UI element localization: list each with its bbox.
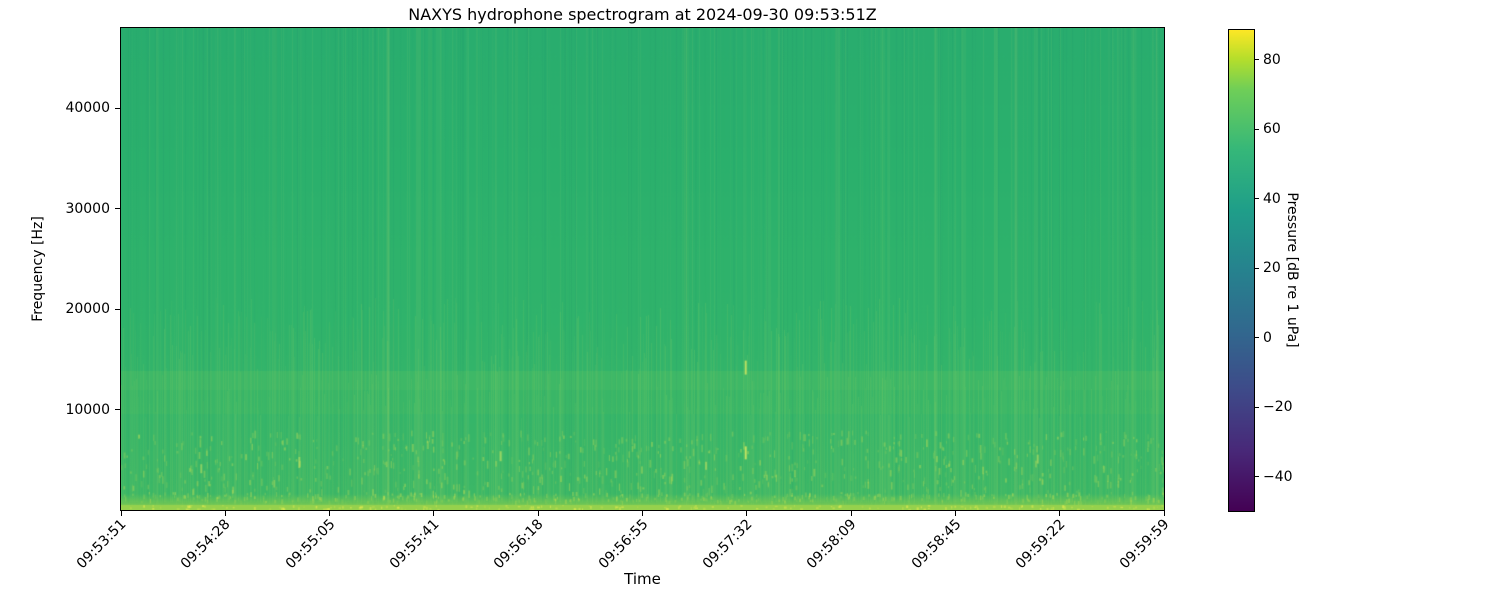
spectrogram-canvas [121,28,1164,510]
y-tick-label: 40000 [65,100,110,117]
x-tick-mark [537,511,539,516]
x-tick-mark [1059,511,1061,516]
y-tick-label: 30000 [65,200,110,217]
colorbar-tick-label: −40 [1263,468,1293,485]
x-tick-label: 09:56:18 [491,516,547,573]
plot-area [120,27,1165,511]
colorbar-tick-mark [1255,476,1259,478]
x-tick-mark [329,511,331,516]
y-tick-label: 20000 [65,301,110,318]
x-tick-label: 09:59:22 [1012,516,1069,573]
colorbar-tick-label: 40 [1263,190,1281,207]
colorbar-tick-mark [1255,128,1259,130]
x-tick-mark [954,511,956,516]
x-tick-label: 09:55:05 [282,516,339,573]
colorbar-tick-label: 20 [1263,260,1281,277]
x-tick-label: 09:58:09 [803,516,860,573]
x-tick-label: 09:54:28 [178,516,234,573]
x-tick-mark [642,511,643,516]
x-tick-label: 09:56:55 [595,516,652,573]
colorbar-tick-label: 80 [1263,51,1281,68]
x-tick-label: 09:58:45 [908,516,965,573]
y-tick-label: 10000 [65,401,110,418]
x-tick-label: 09:55:41 [386,516,443,573]
x-tick-label: 09:57:32 [699,516,756,573]
x-tick-label: 09:53:51 [73,516,130,573]
colorbar-tick-label: −20 [1263,399,1293,416]
x-tick-mark [850,511,852,516]
x-tick-mark [746,511,748,516]
colorbar-tick-label: 60 [1263,121,1281,138]
y-tick-mark [115,308,120,310]
colorbar-gradient [1229,30,1254,511]
y-tick-mark [115,409,120,411]
x-tick-label: 09:59:59 [1116,516,1173,573]
x-tick-mark [120,511,122,516]
y-tick-mark [115,208,120,210]
colorbar-tick-mark [1255,198,1259,200]
colorbar-tick-mark [1255,267,1259,269]
colorbar-tick-mark [1255,406,1259,408]
x-tick-mark [433,511,435,516]
y-tick-mark [115,107,120,109]
colorbar-tick-label: 0 [1263,329,1272,346]
colorbar-tick-mark [1255,337,1259,339]
x-axis-label: Time [624,570,661,588]
x-tick-mark [224,511,226,516]
figure-title: NAXYS hydrophone spectrogram at 2024-09-… [408,5,877,24]
x-tick-mark [1163,511,1165,516]
colorbar-label: Pressure [dB re 1 uPa] [1284,192,1300,348]
colorbar-tick-mark [1255,59,1259,61]
colorbar [1228,29,1255,512]
